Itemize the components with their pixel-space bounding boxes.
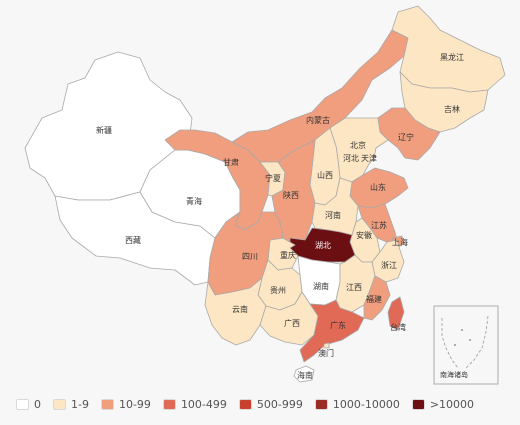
label-gansu: 甘肃 xyxy=(223,157,239,167)
legend-label: 0 xyxy=(34,398,41,411)
label-anhui: 安徽 xyxy=(356,230,372,240)
label-hubei: 湖北 xyxy=(315,241,331,250)
province-taiwan[interactable] xyxy=(387,296,405,331)
province-guangdong[interactable] xyxy=(299,299,365,363)
legend-item[interactable]: 10-99 xyxy=(100,398,151,411)
inset-boundary-right xyxy=(465,315,489,369)
label-hunan: 湖南 xyxy=(313,281,329,291)
legend-item[interactable]: 500-999 xyxy=(238,398,303,411)
label-beijing: 北京 xyxy=(350,140,366,150)
province-aomen[interactable] xyxy=(323,342,330,349)
label-guangxi: 广西 xyxy=(284,318,300,328)
legend-item[interactable]: 1000-10000 xyxy=(314,398,400,411)
label-henan: 河南 xyxy=(325,210,341,220)
label-chongqing: 重庆 xyxy=(280,250,296,260)
island-dot xyxy=(461,329,463,331)
legend-label: 100-499 xyxy=(180,398,227,411)
legend-label: >10000 xyxy=(429,398,475,411)
province-heilongjiang[interactable] xyxy=(391,5,506,93)
province-hainan[interactable] xyxy=(293,365,315,383)
legend: 0 1-9 10-99 100-499 500-999 1000-10000 >10000 xyxy=(16,398,486,411)
legend-swatch xyxy=(100,399,114,410)
province-labels: 新疆 西藏 青海 甘肃 内蒙古 黑龙江 吉林 辽宁 北京 天津 河北 山西 宁夏… xyxy=(96,52,464,380)
island-dot xyxy=(454,344,456,346)
legend-item[interactable]: >10000 xyxy=(411,398,475,411)
label-qinghai: 青海 xyxy=(186,196,202,206)
label-yunnan: 云南 xyxy=(232,304,248,314)
legend-label: 500-999 xyxy=(256,398,303,411)
legend-item[interactable]: 100-499 xyxy=(162,398,227,411)
island-dot xyxy=(469,339,471,341)
inset-boundary-left xyxy=(441,318,459,369)
legend-swatch xyxy=(53,399,66,410)
legend-item[interactable]: 1-9 xyxy=(53,398,89,411)
label-tianjin: 天津 xyxy=(361,153,377,163)
label-aomen: 澳门 xyxy=(318,348,334,358)
label-shanxi: 山西 xyxy=(317,170,333,180)
label-taiwan: 台湾 xyxy=(390,322,406,332)
label-shandong: 山东 xyxy=(370,182,386,192)
label-jiangxi: 江西 xyxy=(346,283,362,292)
label-jilin: 吉林 xyxy=(444,104,460,114)
legend-label: 10-99 xyxy=(118,398,151,411)
inset-label: 南海诸岛 xyxy=(440,370,468,379)
label-heilongjiang: 黑龙江 xyxy=(440,52,464,62)
label-shanghai: 上海 xyxy=(392,237,408,247)
legend-swatch xyxy=(411,399,425,410)
legend-swatch xyxy=(238,399,252,410)
label-jiangsu: 江苏 xyxy=(371,220,387,230)
legend-swatch xyxy=(314,399,328,410)
label-neimenggu: 内蒙古 xyxy=(306,115,330,125)
label-sichuan: 四川 xyxy=(242,252,258,261)
label-guangdong: 广东 xyxy=(330,320,346,330)
south-china-sea-inset: 南海诸岛 xyxy=(433,305,499,385)
label-hebei: 河北 xyxy=(343,153,359,163)
legend-item[interactable]: 0 xyxy=(16,398,41,411)
legend-swatch xyxy=(162,399,176,410)
province-fujian[interactable] xyxy=(363,275,391,321)
inset-frame xyxy=(433,305,499,385)
label-ningxia: 宁夏 xyxy=(265,173,281,183)
label-xizang: 西藏 xyxy=(125,235,141,245)
label-hainan: 海南 xyxy=(297,370,313,380)
label-fujian: 福建 xyxy=(366,294,382,304)
legend-swatch xyxy=(16,399,29,410)
label-shaanxi: 陕西 xyxy=(283,190,299,200)
label-guizhou: 贵州 xyxy=(270,285,286,295)
legend-label: 1000-10000 xyxy=(332,398,400,411)
legend-label: 1-9 xyxy=(71,398,89,411)
label-xinjiang: 新疆 xyxy=(96,125,112,135)
label-liaoning: 辽宁 xyxy=(398,132,414,142)
label-zhejiang: 浙江 xyxy=(381,260,397,270)
